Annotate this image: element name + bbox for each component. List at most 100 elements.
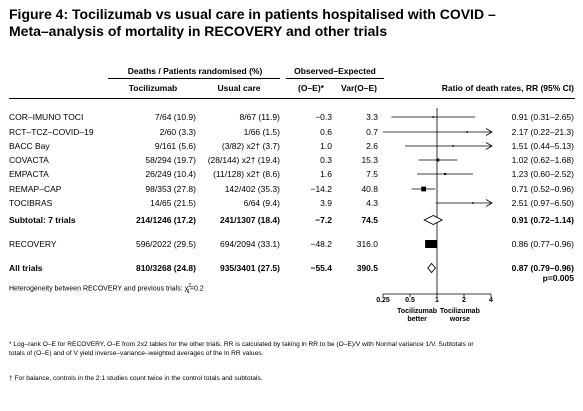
footnote-2: † For balance, controls in the 2:1 studi… <box>9 375 263 382</box>
header-rule <box>9 98 575 99</box>
row-rr-text: 0.86 (0.77–0.96) <box>511 239 574 249</box>
footnote-1: * Log–rank O–E for RECOVERY, O–E from 2x… <box>9 340 575 358</box>
row-toci: 9/161 (5.6) <box>154 141 196 151</box>
row-usual: 1/66 (1.5) <box>243 127 280 137</box>
x-tick-label: 0.25 <box>376 297 390 304</box>
favours-usual-care-label-line-1: Tocilizumab <box>439 308 480 315</box>
row-name: REMAP–CAP <box>9 184 62 194</box>
figure-title-line-1: Figure 4: Tocilizumab vs usual care in p… <box>9 6 496 22</box>
row-rr-text: 1.02 (0.62–1.68) <box>511 155 574 165</box>
row-toci: 596/2022 (29.5) <box>135 239 196 249</box>
row-var: 2.6 <box>366 141 378 151</box>
row-oe: 3.9 <box>320 198 332 208</box>
favours-tocilizumab-label-line-1: Tocilizumab <box>397 308 438 315</box>
favours-usual-care-label: Tocilizumab worse <box>430 308 490 324</box>
ci-arrow <box>485 142 493 150</box>
row-usual: 142/402 (35.3) <box>224 184 280 194</box>
row-rr-text: 1.51 (0.44–5.13) <box>511 141 574 151</box>
row-var: 74.5 <box>361 215 378 225</box>
header-oe: (O–E)* <box>298 83 324 93</box>
row-oe: −55.4 <box>310 263 332 273</box>
favours-tocilizumab-label-line-2: better <box>407 316 427 323</box>
row-rr-text: 0.91 (0.31–2.65) <box>511 112 574 122</box>
row-name: Subtotal: 7 trials <box>9 215 76 225</box>
row-usual: 935/3401 (27.5) <box>219 263 280 273</box>
ci-arrow <box>485 199 493 207</box>
row-var: 15.3 <box>361 155 378 165</box>
footnote-1-line-2: totals of (O–E) and of V yield inverse–v… <box>9 350 264 357</box>
row-rr-text: 2.51 (0.97–6.50) <box>511 198 574 208</box>
point-estimate-box <box>466 131 468 133</box>
row-oe: 0.6 <box>320 127 332 137</box>
row-name: RECOVERY <box>9 239 57 249</box>
figure-title: Figure 4: Tocilizumab vs usual care in p… <box>9 6 577 40</box>
row-oe: −7.2 <box>315 215 332 225</box>
row-toci: 26/249 (10.4) <box>145 169 196 179</box>
row-oe: −14.2 <box>310 184 332 194</box>
point-estimate-box <box>425 240 438 248</box>
footnote-1-line-1: * Log–rank O–E for RECOVERY, O–E from 2x… <box>9 341 474 348</box>
point-estimate-box <box>421 186 427 192</box>
row-var: 4.3 <box>366 198 378 208</box>
row-rr-text: 0.91 (0.72–1.14) <box>511 215 574 225</box>
row-var: 40.8 <box>361 184 378 194</box>
row-toci: 58/294 (19.7) <box>145 155 196 165</box>
row-usual: 241/1307 (18.4) <box>219 215 280 225</box>
heterogeneity-value: =0.2 <box>189 285 204 293</box>
ci-arrow <box>485 128 493 136</box>
point-estimate-box <box>444 172 447 176</box>
row-name: BACC Bay <box>9 141 50 151</box>
row-toci: 14/65 (21.5) <box>150 198 196 208</box>
header-var: Var(O–E) <box>341 83 377 93</box>
row-rr-text: 1.23 (0.60–2.52) <box>511 169 574 179</box>
row-var: 390.5 <box>356 263 378 273</box>
x-tick-label: 2 <box>462 297 466 304</box>
row-toci: 98/353 (27.8) <box>145 184 196 194</box>
summary-diamond <box>427 262 437 274</box>
row-name: RCT–TCZ–COVID–19 <box>9 127 94 137</box>
row-oe: −0.3 <box>315 112 332 122</box>
row-toci: 7/64 (10.9) <box>154 112 196 122</box>
row-rr-text: 2.17 (0.22–21.3) <box>511 127 574 137</box>
row-usual: (11/128) x2† (8.6) <box>213 169 280 179</box>
row-var: 316.0 <box>356 239 378 249</box>
row-usual: 694/2094 (33.1) <box>219 239 280 249</box>
x-tick-label: 1 <box>435 297 439 304</box>
row-oe: 1.0 <box>320 141 332 151</box>
row-name: COVACTA <box>9 155 49 165</box>
row-usual: 6/64 (9.4) <box>243 198 280 208</box>
row-var: 0.7 <box>366 127 378 137</box>
row-var: 7.5 <box>366 169 378 179</box>
row-toci: 810/3268 (24.8) <box>135 263 196 273</box>
row-name: All trials <box>9 263 43 273</box>
heterogeneity-sub: 1 <box>187 288 190 295</box>
point-estimate-box <box>452 145 454 147</box>
header-oe-group: Observed–Expected <box>294 66 376 76</box>
heterogeneity-sup: 2 <box>188 283 192 289</box>
row-p-value: p=0.005 <box>542 273 574 283</box>
heterogeneity-note: Heterogeneity between RECOVERY and previ… <box>9 283 204 295</box>
row-toci: 214/1246 (17.2) <box>135 215 196 225</box>
summary-diamond <box>423 214 444 226</box>
x-tick-label: 4 <box>489 297 493 304</box>
row-oe: 1.6 <box>320 169 332 179</box>
row-var: 3.3 <box>366 112 378 122</box>
favours-usual-care-label-line-2: worse <box>449 316 470 323</box>
row-name: TOCIBRAS <box>9 198 53 208</box>
header-tocilizumab: Tocilizumab <box>128 83 178 93</box>
figure-title-line-2: Meta–analysis of mortality in RECOVERY a… <box>9 23 388 39</box>
header-deaths-group: Deaths / Patients randomised (%) <box>127 66 263 76</box>
row-usual: 8/67 (11.9) <box>239 112 280 122</box>
row-name: EMPACTA <box>9 169 49 179</box>
header-oe-underline <box>286 78 384 79</box>
row-oe: −48.2 <box>310 239 332 249</box>
point-estimate-box <box>432 116 435 118</box>
heterogeneity-text: Heterogeneity between RECOVERY and previ… <box>9 285 189 293</box>
header-usual-care: Usual care <box>217 83 261 93</box>
row-usual: (28/144) x2† (19.4) <box>207 155 280 165</box>
row-rr-text: 0.87 (0.79–0.96) <box>511 263 574 273</box>
point-estimate-box <box>472 202 474 204</box>
header-deaths-underline <box>108 78 280 79</box>
row-usual: (3/82) x2† (3.7) <box>221 141 280 151</box>
